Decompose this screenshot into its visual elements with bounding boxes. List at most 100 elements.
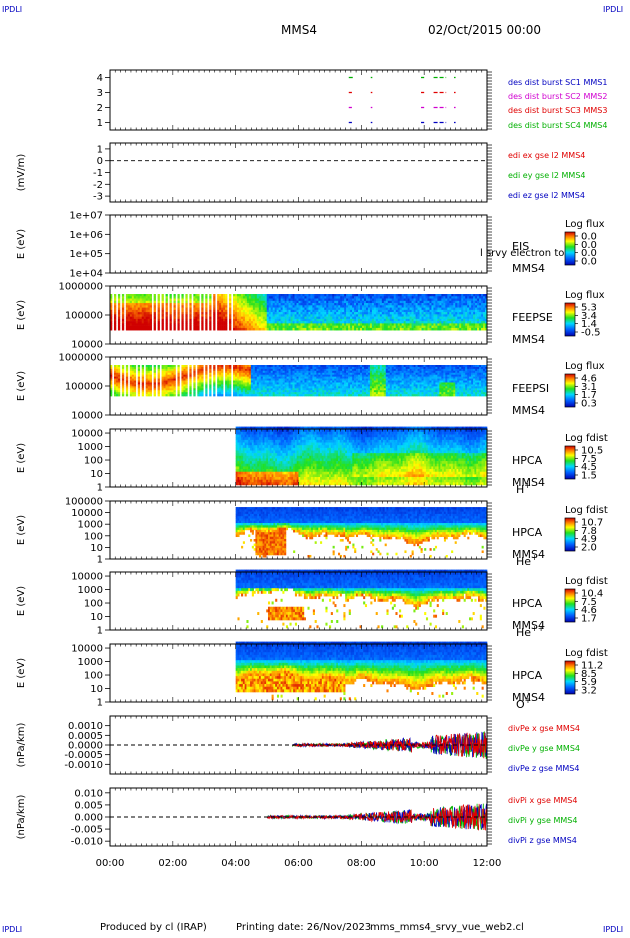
spectrogram-cell (358, 294, 360, 297)
spectrogram-cell (172, 388, 174, 390)
spectrogram-cell (217, 394, 219, 396)
spectrogram-cell (408, 328, 410, 331)
spectrogram-cell (380, 314, 382, 317)
spectrogram-cell (312, 365, 314, 367)
spectrogram-cell (336, 381, 338, 383)
spectrogram-cell (431, 303, 433, 306)
spectrogram-cell (134, 381, 136, 383)
spectrogram-cell (297, 308, 299, 311)
spectrogram-cell (122, 308, 124, 311)
spectrogram-cell (332, 301, 334, 304)
spectrogram-cell (138, 369, 140, 371)
spectrogram-cell (213, 390, 215, 392)
spectrogram-cell (437, 296, 439, 299)
spectrogram-cell (275, 296, 277, 299)
spectrogram-cell (287, 326, 289, 329)
spectrogram-cell (118, 394, 120, 396)
spectrogram-cell (269, 369, 271, 371)
spectrogram-cell (398, 312, 400, 315)
spectrogram-cell (239, 308, 241, 311)
spectrogram-cell (122, 323, 124, 326)
spectrogram-cell (261, 394, 263, 396)
spectrogram-cell (150, 388, 152, 390)
spectrogram-cell (170, 323, 172, 326)
spectrogram-cell (308, 314, 310, 317)
spectrogram-cell (193, 394, 195, 396)
spectrogram-cell (408, 314, 410, 317)
spectrogram-cell (255, 371, 257, 373)
spectrogram-cell (461, 296, 463, 299)
spectrogram-cell (181, 314, 183, 317)
spectrogram-cell (166, 379, 168, 381)
spectrogram-cell (318, 305, 320, 308)
spectrogram-cell (281, 388, 283, 390)
spectrogram-cell (185, 373, 187, 375)
spectrogram-cell (330, 308, 332, 311)
spectrogram-cell (447, 301, 449, 304)
spectrogram-cell (433, 305, 435, 308)
spectrogram-cell (217, 392, 219, 394)
spectrogram-cell (177, 386, 179, 388)
spectrogram-cell (299, 328, 301, 331)
spectrogram-cell (394, 314, 396, 317)
spectrogram-cell (422, 296, 424, 299)
spectrogram-cell (257, 310, 259, 313)
spectrogram-cell (134, 303, 136, 306)
spectrogram-cell (326, 365, 328, 367)
spectrogram-cell (213, 303, 215, 306)
spectrogram-cell (247, 326, 249, 329)
y-axis-label: E (eV) (16, 300, 27, 330)
spectrogram-cell (312, 319, 314, 322)
spectrogram-cell (316, 373, 318, 375)
spectrogram-cell (322, 373, 324, 375)
spectrogram-cell (285, 382, 287, 384)
spectrogram-cell (461, 310, 463, 313)
spectrogram-cell (177, 310, 179, 313)
spectrogram-cell (243, 375, 245, 377)
spectrogram-cell (134, 326, 136, 329)
spectrogram-cell (287, 308, 289, 311)
spectrogram-cell (376, 305, 378, 308)
spectrogram-cell (253, 384, 255, 386)
spectrogram-cell (324, 328, 326, 331)
spectrogram-cell (473, 303, 475, 306)
spectrogram-cell (310, 294, 312, 297)
spectrogram-cell (318, 369, 320, 371)
spectrogram-cell (158, 328, 160, 331)
spectrogram-cell (245, 373, 247, 375)
spectrogram-cell (225, 379, 227, 381)
spectrogram-cell (257, 305, 259, 308)
spectrogram-cell (287, 390, 289, 392)
spectrogram-cell (118, 373, 120, 375)
spectrogram-cell (334, 308, 336, 311)
spectrogram-cell (344, 312, 346, 315)
spectrogram-cell (312, 294, 314, 297)
spectrogram-cell (324, 303, 326, 306)
spectrogram-cell (364, 321, 366, 324)
spectrogram-cell (340, 310, 342, 313)
spectrogram-cell (237, 296, 239, 299)
spectrogram-cell (213, 321, 215, 324)
spectrogram-cell (330, 305, 332, 308)
spectrogram-cell (271, 371, 273, 373)
spectrogram-cell (209, 365, 211, 367)
spectrogram-cell (362, 321, 364, 324)
spectrogram-cell (209, 299, 211, 302)
spectrogram-cell (358, 308, 360, 311)
spectrogram-cell (118, 381, 120, 383)
spectrogram-cell (142, 312, 144, 315)
spectrogram-cell (310, 299, 312, 302)
spectrogram-cell (406, 326, 408, 329)
spectrogram-cell (312, 296, 314, 299)
spectrogram-cell (310, 317, 312, 320)
spectrogram-cell (249, 305, 251, 308)
spectrogram-cell (291, 294, 293, 297)
spectrogram-cell (199, 373, 201, 375)
spectrogram-cell (316, 394, 318, 396)
spectrogram-cell (114, 326, 116, 329)
spectrogram-cell (269, 390, 271, 392)
spectrogram-cell (132, 390, 134, 392)
spectrogram-cell (140, 326, 142, 329)
spectrogram-cell (261, 305, 263, 308)
spectrogram-cell (173, 328, 175, 331)
